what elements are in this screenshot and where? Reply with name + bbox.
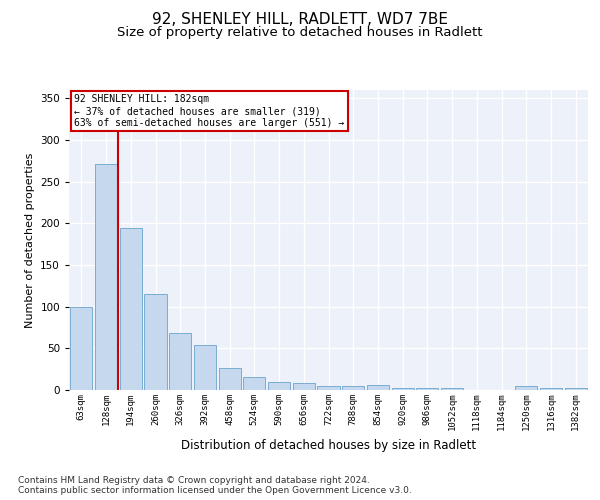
Bar xyxy=(243,376,265,390)
Bar xyxy=(392,388,414,390)
Bar xyxy=(416,388,439,390)
Text: 92 SHENLEY HILL: 182sqm
← 37% of detached houses are smaller (319)
63% of semi-d: 92 SHENLEY HILL: 182sqm ← 37% of detache… xyxy=(74,94,344,128)
X-axis label: Distribution of detached houses by size in Radlett: Distribution of detached houses by size … xyxy=(181,438,476,452)
Bar xyxy=(169,334,191,390)
Bar xyxy=(95,164,117,390)
Bar xyxy=(540,388,562,390)
Text: 92, SHENLEY HILL, RADLETT, WD7 7BE: 92, SHENLEY HILL, RADLETT, WD7 7BE xyxy=(152,12,448,28)
Y-axis label: Number of detached properties: Number of detached properties xyxy=(25,152,35,328)
Bar xyxy=(145,294,167,390)
Text: Contains HM Land Registry data © Crown copyright and database right 2024.
Contai: Contains HM Land Registry data © Crown c… xyxy=(18,476,412,495)
Bar xyxy=(367,385,389,390)
Bar xyxy=(293,384,315,390)
Bar xyxy=(194,345,216,390)
Bar xyxy=(119,228,142,390)
Bar xyxy=(515,386,538,390)
Text: Size of property relative to detached houses in Radlett: Size of property relative to detached ho… xyxy=(117,26,483,39)
Bar xyxy=(441,388,463,390)
Bar xyxy=(342,386,364,390)
Bar xyxy=(565,388,587,390)
Bar xyxy=(317,386,340,390)
Bar xyxy=(268,382,290,390)
Bar xyxy=(70,306,92,390)
Bar xyxy=(218,368,241,390)
